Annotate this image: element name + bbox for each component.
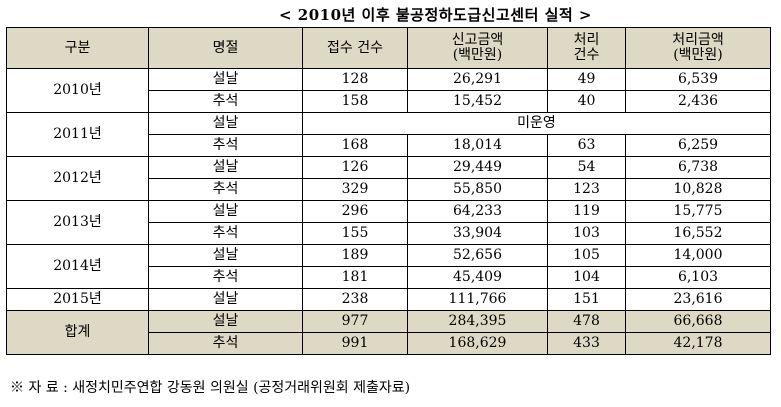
processed-amount-cell: 6,539 <box>625 68 771 91</box>
holiday-cell: 추석 <box>148 134 303 157</box>
amount-cell: 52,656 <box>407 244 548 267</box>
header-processed: 처리 건수 <box>547 27 626 69</box>
processed-cell: 103 <box>547 222 626 245</box>
total-label: 합계 <box>6 310 149 355</box>
count-cell: 991 <box>302 332 408 355</box>
year-cell: 2013년 <box>6 200 149 245</box>
count-cell: 168 <box>302 134 408 157</box>
header-processed-amount-line2: (백만원) <box>673 47 723 63</box>
holiday-cell: 추석 <box>148 222 303 245</box>
processed-amount-cell: 6,738 <box>625 156 771 179</box>
amount-cell: 45,409 <box>407 266 548 289</box>
processed-amount-cell: 66,668 <box>625 310 771 333</box>
table-title: < 2010년 이후 불공정하도급신고센터 실적 > <box>279 6 592 24</box>
header-processed-line1: 처리 <box>573 32 600 48</box>
count-cell: 329 <box>302 178 408 201</box>
count-cell: 155 <box>302 222 408 245</box>
processed-cell: 119 <box>547 200 626 223</box>
amount-cell: 111,766 <box>407 288 548 311</box>
processed-amount-cell: 16,552 <box>625 222 771 245</box>
year-cell: 2015년 <box>6 288 149 311</box>
count-cell: 296 <box>302 200 408 223</box>
processed-amount-cell: 10,828 <box>625 178 771 201</box>
processed-cell: 123 <box>547 178 626 201</box>
total-row: 추석 991 168,629 433 42,178 <box>7 332 771 355</box>
amount-cell: 55,850 <box>407 178 548 201</box>
amount-cell: 33,904 <box>407 222 548 245</box>
holiday-cell: 설날 <box>148 156 303 179</box>
table-row: 2012년 설날 126 29,449 54 6,738 <box>6 156 771 201</box>
processed-cell: 49 <box>547 68 626 91</box>
year-cell: 2010년 <box>6 68 149 113</box>
count-cell: 158 <box>302 90 408 113</box>
holiday-cell: 추석 <box>148 90 303 113</box>
amount-cell: 18,014 <box>407 134 548 157</box>
amount-cell: 168,629 <box>407 332 548 355</box>
amount-cell: 15,452 <box>407 90 548 113</box>
holiday-cell: 설날 <box>148 112 303 135</box>
count-cell: 977 <box>302 310 408 333</box>
processed-cell: 478 <box>547 310 626 333</box>
holiday-cell: 설날 <box>148 200 303 223</box>
holiday-cell: 추석 <box>148 266 303 289</box>
year-cell: 2011년 <box>6 112 149 157</box>
processed-cell: 63 <box>547 134 626 157</box>
table-row: 2011년 설날 미운영 <box>6 112 771 157</box>
holiday-cell: 추석 <box>148 332 303 355</box>
table-row: 2015년 설날 238 111,766 151 23,616 <box>6 288 771 311</box>
header-amount-line2: (백만원) <box>452 47 503 63</box>
amount-cell: 26,291 <box>407 68 548 91</box>
table-row: 추석 158 15,452 40 2,436 <box>7 90 771 113</box>
count-cell: 238 <box>302 288 408 311</box>
processed-cell: 151 <box>547 288 626 311</box>
header-count: 접수 건수 <box>302 27 408 69</box>
processed-amount-cell: 2,436 <box>625 90 771 113</box>
year-cell: 2012년 <box>6 156 149 201</box>
count-cell: 126 <box>302 156 408 179</box>
processed-cell: 433 <box>547 332 626 355</box>
header-amount: 신고금액 (백만원) <box>407 27 548 69</box>
processed-amount-cell: 23,616 <box>625 288 771 311</box>
header-row: 구분 명절 접수 건수 신고금액 (백만원) 처리 건수 처리금액 (백만원) <box>6 27 771 69</box>
processed-cell: 104 <box>547 266 626 289</box>
header-processed-amount-line1: 처리금액 <box>672 32 724 48</box>
processed-amount-cell: 15,775 <box>625 200 771 223</box>
table-row: 추석 181 45,409 104 6,103 <box>7 266 771 289</box>
processed-cell: 105 <box>547 244 626 267</box>
header-amount-line1: 신고금액 <box>451 32 504 48</box>
table-row: 2010년 설날 128 26,291 49 6,539 <box>6 68 771 113</box>
processed-amount-cell: 6,103 <box>625 266 771 289</box>
source-note: ※ 자 료 : 새정치민주연합 강동원 의원실 (공정거래위원회 제출자료) <box>10 380 411 396</box>
header-processed-line2: 건수 <box>573 47 600 63</box>
year-cell: 2014년 <box>6 244 149 289</box>
count-cell: 128 <box>302 68 408 91</box>
processed-cell: 40 <box>547 90 626 113</box>
report-table: 구분 명절 접수 건수 신고금액 (백만원) 처리 건수 처리금액 (백만원) 201… <box>6 27 771 355</box>
table-row: 2014년 설날 189 52,656 105 14,000 <box>6 244 771 289</box>
holiday-cell: 설날 <box>148 68 303 91</box>
amount-cell: 64,233 <box>407 200 548 223</box>
holiday-cell: 추석 <box>148 178 303 201</box>
holiday-cell: 설날 <box>148 310 303 333</box>
amount-cell: 284,395 <box>407 310 548 333</box>
count-cell: 181 <box>302 266 408 289</box>
total-row: 합계 설날 977 284,395 478 66,668 <box>6 310 771 355</box>
holiday-cell: 설날 <box>148 288 303 311</box>
processed-amount-cell: 14,000 <box>625 244 771 267</box>
header-processed-amount: 처리금액 (백만원) <box>625 27 771 69</box>
not-operated-cell: 미운영 <box>302 112 771 135</box>
processed-amount-cell: 42,178 <box>625 332 771 355</box>
count-cell: 189 <box>302 244 408 267</box>
holiday-cell: 설날 <box>148 244 303 267</box>
amount-cell: 29,449 <box>407 156 548 179</box>
processed-cell: 54 <box>547 156 626 179</box>
table-row: 추석 329 55,850 123 10,828 <box>7 178 771 201</box>
header-holiday: 명절 <box>148 27 303 69</box>
table-row: 2013년 설날 296 64,233 119 15,775 <box>6 200 771 245</box>
header-category: 구분 <box>6 27 149 69</box>
table-row: 추석 155 33,904 103 16,552 <box>7 222 771 245</box>
processed-amount-cell: 6,259 <box>625 134 771 157</box>
